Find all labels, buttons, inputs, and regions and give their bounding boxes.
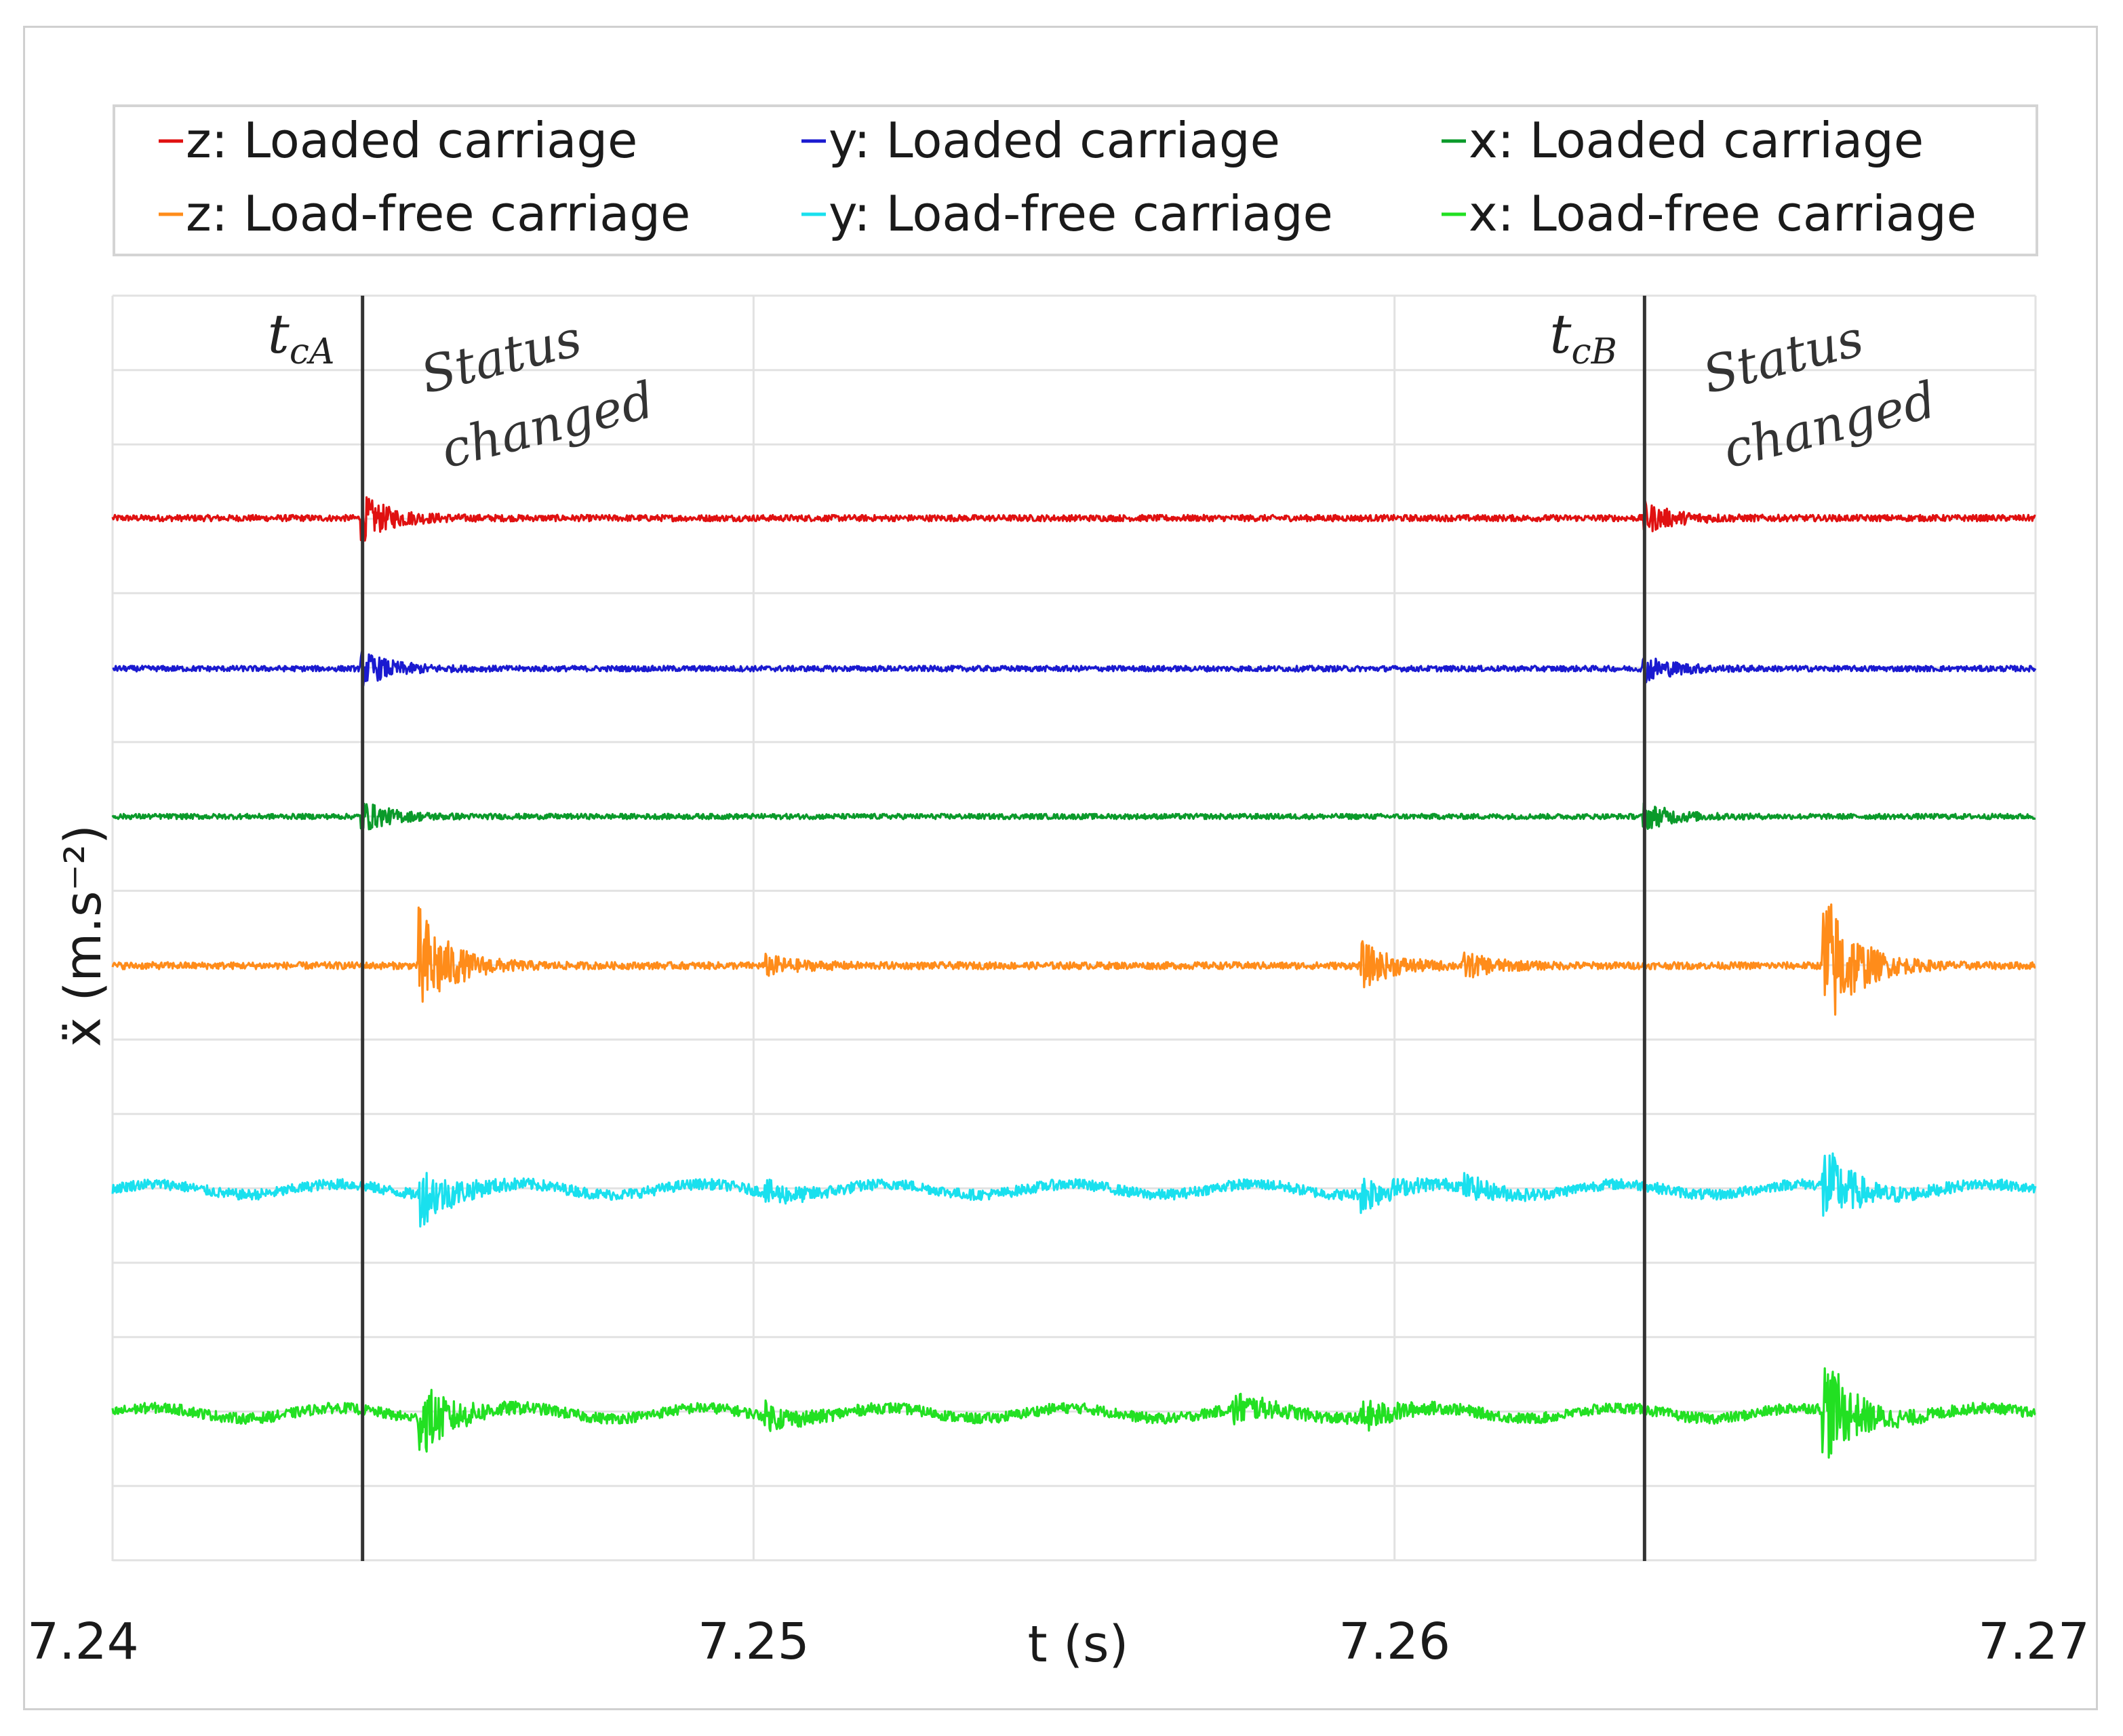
x-tick-label: 7.25 (698, 1613, 810, 1671)
legend-box (113, 104, 2038, 256)
legend: z: Loaded carriage y: Loaded carriage x: L… (113, 104, 2038, 256)
marker-label: tcA (268, 302, 335, 372)
x-axis-title: t (s) (1028, 1615, 1129, 1674)
series-line (111, 903, 2036, 1016)
x-tick-label: 7.24 (27, 1613, 139, 1671)
series-line (111, 496, 2036, 542)
series-line (111, 802, 2036, 831)
x-tick-label: 7.26 (1338, 1613, 1450, 1671)
grid (111, 294, 2037, 1562)
legend-label: z: Load-free carriage (186, 185, 690, 242)
legend-label: z: Loaded carriage (186, 112, 637, 169)
legend-item: y: Load-free carriage (801, 185, 1333, 242)
status-annotation-line1: Status (1697, 309, 1869, 405)
legend-label: y: Load-free carriage (829, 185, 1333, 242)
legend-item: z: Load-free carriage (159, 185, 690, 242)
legend-item: x: Loaded carriage (1442, 112, 1924, 169)
series-layer (111, 496, 2037, 1459)
marker-label: tcB (1549, 302, 1617, 372)
legend-label: y: Loaded carriage (829, 112, 1280, 169)
legend-item: x: Load-free carriage (1442, 185, 1977, 242)
series-line (111, 1367, 2036, 1459)
x-tick-label: 7.27 (1978, 1613, 2090, 1671)
legend-item: y: Loaded carriage (801, 112, 1280, 169)
legend-item: z: Loaded carriage (159, 112, 637, 169)
series-line (112, 650, 2037, 687)
legend-label: x: Load-free carriage (1469, 185, 1977, 242)
legend-label: x: Loaded carriage (1469, 112, 1924, 169)
series-line (111, 1152, 2037, 1228)
figure-frame (23, 26, 2098, 1710)
x-axis-ticks: 7.24 7.25 7.26 7.27 (27, 1613, 2090, 1671)
y-axis-title: ẍ (m.s⁻²) (54, 825, 113, 1047)
status-annotation-line1: Status (415, 309, 587, 405)
